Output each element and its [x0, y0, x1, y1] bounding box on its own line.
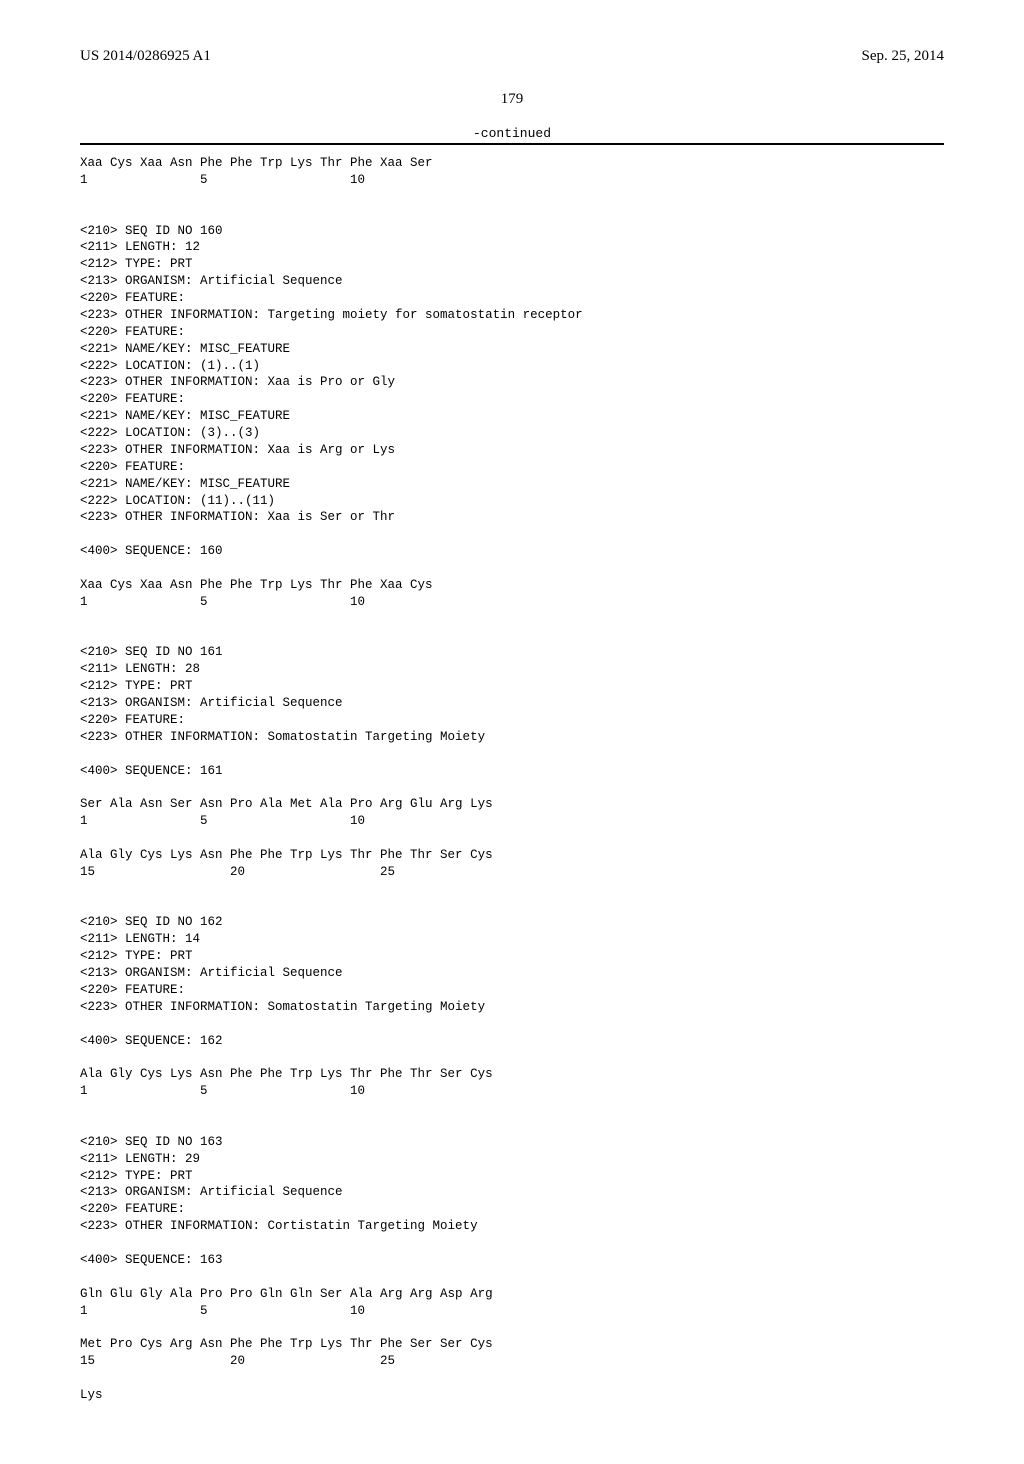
divider-top [80, 143, 944, 145]
publication-date: Sep. 25, 2014 [862, 48, 945, 65]
page-number: 179 [80, 91, 944, 108]
continued-label: -continued [80, 126, 944, 141]
page-header: US 2014/0286925 A1 Sep. 25, 2014 [80, 48, 944, 65]
sequence-listing: Xaa Cys Xaa Asn Phe Phe Trp Lys Thr Phe … [80, 155, 944, 1404]
publication-number: US 2014/0286925 A1 [80, 48, 211, 65]
